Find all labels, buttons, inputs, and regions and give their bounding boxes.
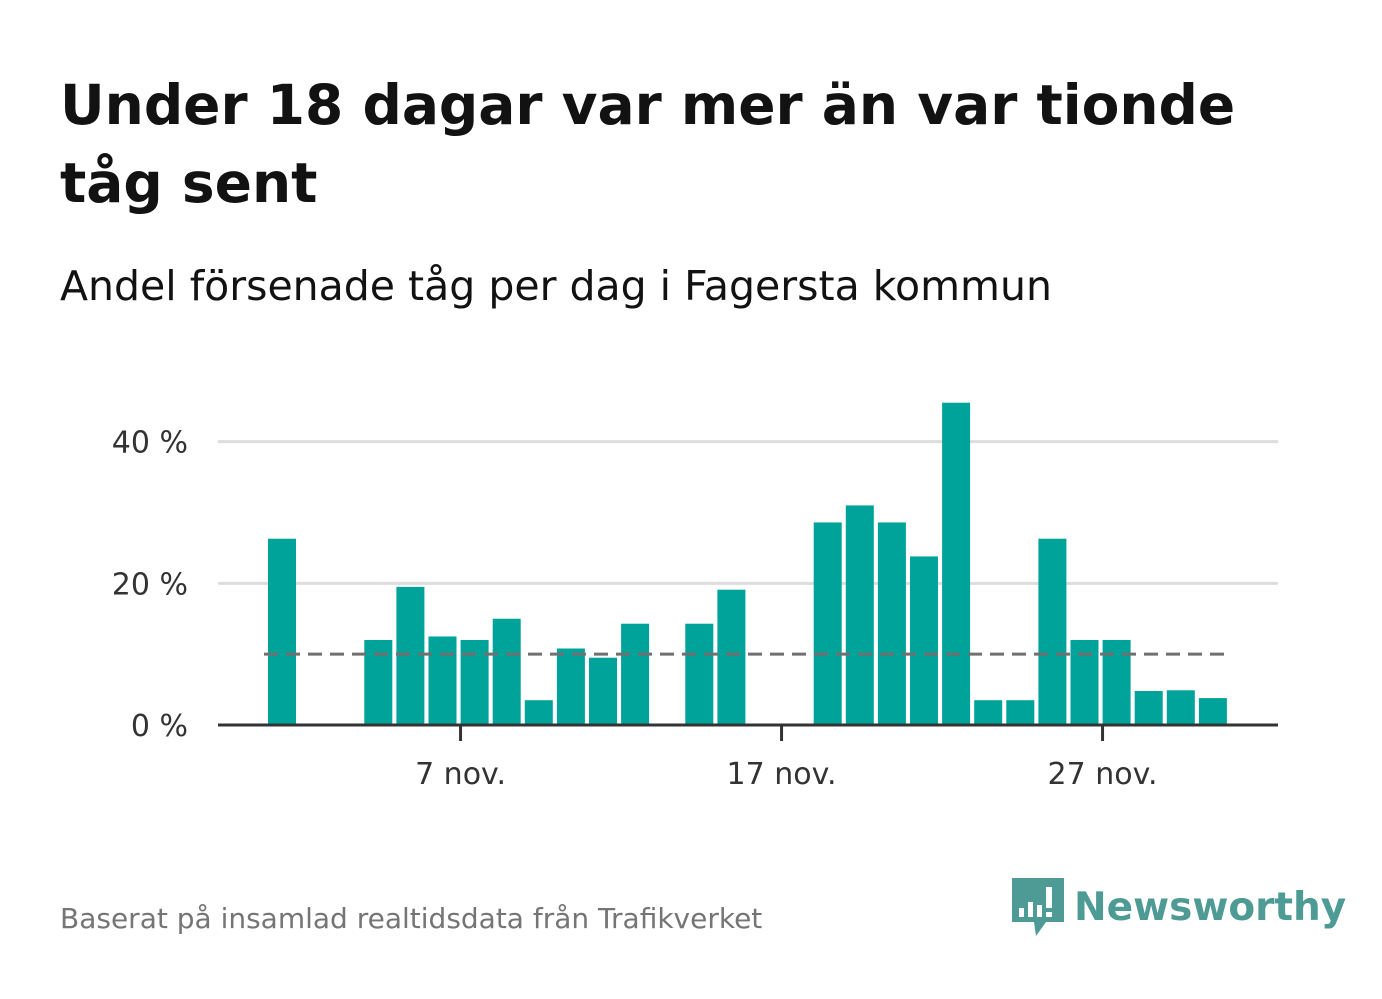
newsworthy-logo: Newsworthy <box>1012 878 1346 938</box>
bar <box>845 505 874 725</box>
y-tick-label: 0 % <box>131 709 188 744</box>
bar <box>589 657 617 725</box>
bars <box>268 402 1227 725</box>
bar <box>268 538 296 725</box>
bar <box>428 636 457 725</box>
bar <box>524 700 553 725</box>
chart-title: Under 18 dagar var mer än var tionde tåg… <box>60 73 1236 215</box>
bar <box>942 402 971 725</box>
bar <box>1198 698 1227 725</box>
bar <box>717 589 746 725</box>
axes: 0 % 20 % 40 % 7 nov. 17 nov. 27 nov. <box>112 426 1278 792</box>
grid-lines <box>218 440 1278 585</box>
bar <box>492 618 521 725</box>
bar <box>1038 538 1067 725</box>
newsworthy-logo-icon <box>1012 878 1064 936</box>
bar <box>974 700 1003 725</box>
bar <box>877 522 906 725</box>
bar <box>685 623 714 725</box>
x-tick-label: 17 nov. <box>727 757 837 792</box>
source-note: Baserat på insamlad realtidsdata från Tr… <box>60 902 763 935</box>
bar <box>1134 691 1163 725</box>
bar-chart: 0 % 20 % 40 % 7 nov. 17 nov. 27 nov. <box>112 402 1278 792</box>
bar <box>1006 700 1035 725</box>
bar <box>1166 690 1195 725</box>
y-tick-label: 40 % <box>112 426 188 461</box>
bar <box>556 648 585 725</box>
bar <box>396 586 425 725</box>
bar <box>813 522 842 725</box>
x-tick-label: 27 nov. <box>1048 757 1158 792</box>
chart-subtitle: Andel försenade tåg per dag i Fagersta k… <box>60 262 1052 310</box>
y-tick-label: 20 % <box>112 567 188 602</box>
brand-name: Newsworthy <box>1074 885 1347 930</box>
bar <box>621 623 650 725</box>
bar <box>910 556 938 725</box>
x-tick-label: 7 nov. <box>415 757 506 792</box>
